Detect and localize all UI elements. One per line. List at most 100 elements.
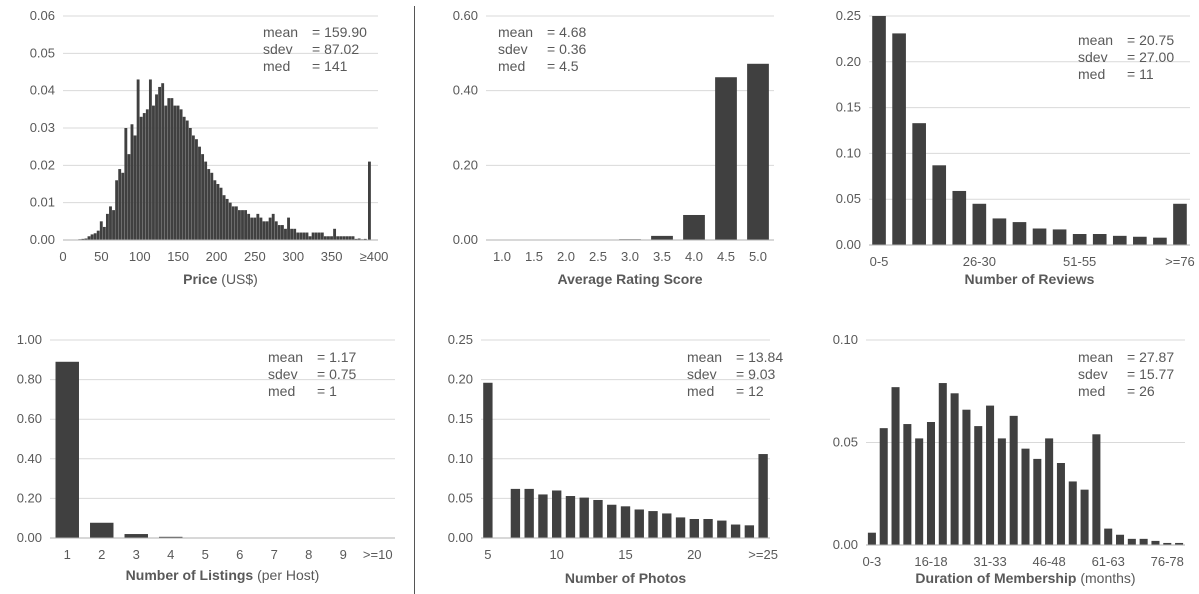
x-tick-label: 7 [271, 547, 278, 562]
x-tick-label: 5 [484, 547, 491, 562]
y-tick-label: 0.05 [836, 191, 861, 206]
x-tick-label: 5.0 [749, 249, 767, 264]
histogram-bar [1052, 229, 1067, 245]
histogram-bar [213, 180, 217, 240]
y-tick-label: 0.10 [836, 145, 861, 160]
histogram-bar [962, 409, 971, 545]
stat-label: med [687, 383, 714, 399]
histogram-bar [974, 426, 983, 545]
y-tick-label: 0.80 [17, 372, 42, 387]
histogram-bar [1009, 415, 1018, 545]
stat-value: = 1 [317, 383, 337, 399]
histogram-bar [932, 165, 947, 245]
histogram-bar [1056, 463, 1065, 545]
x-axis-title-main: Average Rating Score [558, 271, 703, 287]
stat-value: = 27.87 [1127, 349, 1174, 365]
histogram-bar [703, 518, 713, 538]
histogram-bar [207, 169, 211, 240]
stat-label: mean [263, 24, 298, 40]
histogram-bar [1163, 542, 1172, 545]
histogram-bar [689, 518, 699, 538]
histogram-bar [1133, 236, 1147, 245]
histogram-bar [368, 161, 371, 240]
y-tick-label: 0.20 [836, 54, 861, 69]
stat-label: med [263, 58, 290, 74]
histogram-bar [188, 128, 192, 240]
panel-divider [414, 6, 415, 594]
histogram-bar [872, 16, 886, 245]
x-tick-label: 9 [340, 547, 347, 562]
histogram-bar [201, 154, 205, 240]
x-axis-title-main: Number of Reviews [965, 271, 1095, 287]
histogram-bar [915, 438, 924, 545]
stat-label: sdev [1078, 49, 1108, 65]
x-tick-label: ≥400 [360, 249, 389, 264]
y-tick-label: 0.06 [30, 8, 55, 23]
y-tick-label: 0.20 [17, 490, 42, 505]
x-tick-label: 61-63 [1092, 554, 1125, 569]
x-tick-label: 51-55 [1063, 254, 1096, 269]
x-tick-label: 10 [549, 547, 563, 562]
histogram-bar [1175, 542, 1184, 545]
x-axis-title-main: Duration of Membership [915, 570, 1076, 586]
histogram-bar [483, 382, 493, 538]
x-tick-label: 5 [202, 547, 209, 562]
histogram-bar [342, 236, 346, 240]
histogram-bar [903, 424, 912, 545]
histogram-bar [185, 120, 189, 240]
histogram-bar [744, 525, 755, 538]
y-tick-label: 0.15 [836, 100, 861, 115]
y-tick-label: 0.20 [448, 372, 473, 387]
histogram-bar [1127, 538, 1136, 545]
x-tick-label: 0-3 [863, 554, 882, 569]
histogram-bar [136, 79, 140, 240]
histogram-bar [55, 361, 79, 538]
stat-value: = 12 [736, 383, 764, 399]
histogram-bar [115, 180, 119, 240]
histogram-bar [130, 124, 134, 240]
histogram-bar [323, 236, 327, 240]
histogram-bar [1072, 234, 1087, 245]
histogram-bar [1153, 237, 1167, 245]
histogram-bar [159, 536, 183, 538]
stat-label: med [1078, 383, 1105, 399]
stat-label: mean [687, 349, 722, 365]
x-tick-label: 20 [687, 547, 701, 562]
stat-value: = 26 [1127, 383, 1155, 399]
x-axis-title: Duration of Membership (months) [915, 570, 1135, 586]
histogram-bar [305, 232, 309, 240]
histogram-bar [250, 217, 254, 240]
stat-value: = 159.90 [312, 24, 367, 40]
stat-value: = 13.84 [736, 349, 783, 365]
histogram-bar [926, 422, 935, 545]
histogram-bar [290, 228, 294, 240]
y-tick-label: 0.05 [30, 45, 55, 60]
histogram-bar [133, 135, 137, 240]
histogram-bar [244, 210, 247, 240]
histogram-bar [892, 33, 906, 246]
histogram-bar [127, 154, 131, 240]
histogram-bar [651, 235, 673, 240]
y-tick-label: 0.40 [453, 83, 478, 98]
histogram-bar [299, 232, 303, 240]
x-tick-label: 50 [94, 249, 108, 264]
y-tick-label: 0.25 [836, 8, 861, 23]
histogram-bar [284, 228, 287, 240]
histogram-bar [293, 228, 297, 240]
stat-label: med [268, 383, 295, 399]
x-tick-label: 3.0 [621, 249, 639, 264]
stat-value: = 0.75 [317, 366, 357, 382]
y-tick-label: 0.15 [448, 411, 473, 426]
histogram-bar [510, 488, 521, 538]
histogram-bar [1021, 448, 1030, 545]
x-tick-label: >=76 [1165, 254, 1195, 269]
x-tick-label: 2.0 [557, 249, 575, 264]
x-tick-label: 1.0 [493, 249, 511, 264]
histogram-bar [87, 236, 91, 240]
histogram-bar [336, 236, 340, 240]
histogram-bar [84, 238, 88, 240]
histogram-bar [219, 187, 223, 240]
histogram-bar [950, 393, 959, 545]
histogram-bar [191, 135, 195, 240]
histogram-bar [1080, 489, 1089, 545]
